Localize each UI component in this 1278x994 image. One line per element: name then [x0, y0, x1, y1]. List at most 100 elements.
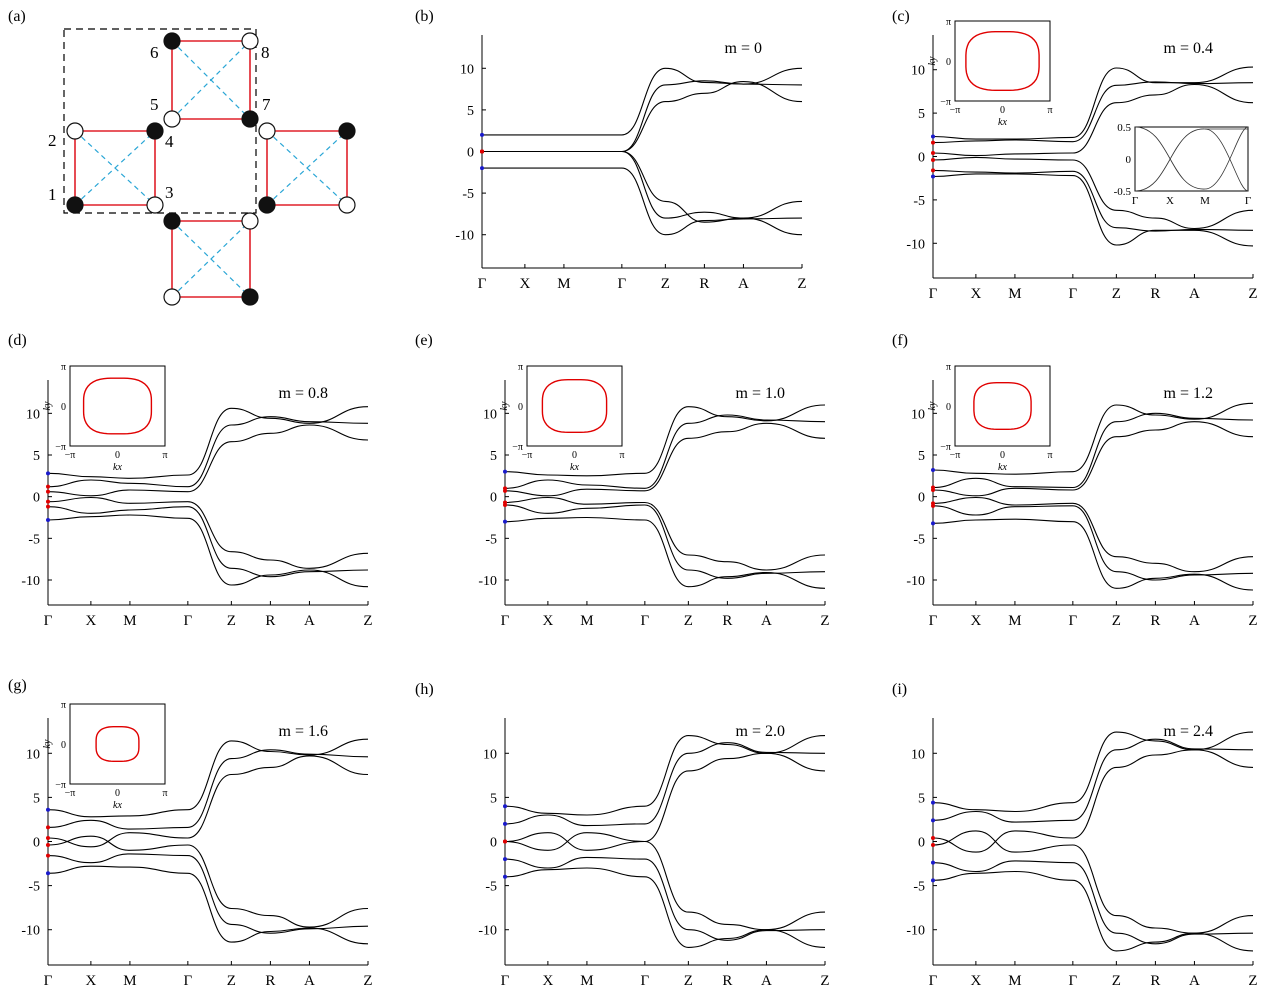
surface-band-inset: Γ X M Γ 0.5 0 -0.5 [1114, 122, 1252, 207]
inset-y-tick-label: 0 [61, 740, 66, 751]
open-site [163, 110, 181, 128]
band-line-1 [504, 404, 826, 477]
open-site [66, 122, 84, 140]
x-tick-label: Γ [44, 973, 53, 989]
open-site [258, 122, 276, 140]
band-line-3 [47, 424, 369, 497]
m-value-label: m = 1.0 [736, 385, 785, 402]
inset-y-label: ky [42, 739, 53, 748]
y-tick-label: 0 [918, 151, 925, 166]
inset-x-tick-label: M [1200, 195, 1210, 207]
inset-frame [526, 365, 623, 447]
nnn-hopping-line [74, 130, 156, 206]
y-tick-label: -5 [913, 880, 925, 895]
band-line-5 [504, 504, 826, 579]
x-tick-label: R [265, 973, 275, 989]
inset-y-tick-label: −π [55, 442, 66, 453]
band-panel-i: (i) 10 5 0 -5 -10 Γ X M Γ Z R A Zm = 2.4 [892, 681, 1258, 989]
band-line-1 [482, 67, 803, 136]
gamma-point-marker [931, 818, 935, 823]
band-line-6 [504, 516, 826, 589]
band-line-5 [932, 169, 1254, 232]
y-tick-label: 0 [490, 836, 497, 851]
inset-y-tick-label: π [946, 17, 951, 28]
band-line-2 [932, 738, 1254, 823]
y-tick-label: 5 [490, 449, 497, 464]
panel-a-lattice: (a) 1 2 3 45 6 7 8 [8, 8, 356, 306]
x-tick-label: R [722, 973, 732, 989]
y-tick-label: -5 [485, 532, 497, 547]
y-tick-label: -10 [21, 574, 40, 589]
y-tick-label: 5 [490, 791, 497, 806]
band-panel-c: (c) 10 5 0 -5 -10 Γ X M Γ Z R A Zm = 0.4 −π 0 π π 0 −π kx ky Γ… [892, 8, 1258, 302]
band-line-1 [932, 731, 1254, 813]
gamma-point-marker [46, 504, 50, 509]
y-tick-label: 0 [33, 836, 40, 851]
band-line-5 [504, 856, 826, 941]
x-tick-label: Z [227, 613, 236, 629]
gamma-point-marker [46, 518, 50, 522]
m-value-label: m = 0.8 [279, 385, 328, 402]
filled-site [163, 212, 181, 230]
x-tick-label: A [761, 613, 772, 629]
filled-site [258, 196, 276, 214]
y-tick-label: 10 [483, 407, 497, 422]
x-tick-label: X [85, 973, 96, 989]
x-tick-label: Γ [184, 973, 193, 989]
x-tick-label: R [1150, 613, 1160, 629]
band-panel-g: (g) 10 5 0 -5 -10 Γ X M Γ Z R A Zm = 1.6 −π 0 π π 0 −π kx ky [8, 677, 373, 989]
filled-site [241, 110, 259, 128]
y-tick-label: 10 [911, 747, 925, 762]
gamma-point-marker [46, 807, 50, 812]
gamma-point-marker [931, 860, 935, 865]
band-line-3 [504, 422, 826, 497]
m-value-label: m = 2.4 [1164, 723, 1213, 740]
y-tick-label: 10 [483, 747, 497, 762]
gamma-point-marker [931, 835, 935, 840]
fermi-contour-line [965, 31, 1040, 91]
gamma-point-marker [931, 140, 935, 145]
inset-x-tick-label: 0 [115, 450, 120, 461]
inset-y-tick-label: −π [940, 97, 951, 108]
inset-x-label: kx [113, 800, 122, 811]
band-line-6 [47, 865, 369, 945]
x-tick-label: Z [1248, 286, 1257, 302]
site-number-1: 1 [48, 185, 57, 204]
x-tick-label: Z [227, 973, 236, 989]
y-tick-label: -5 [913, 532, 925, 547]
inset-x-label: kx [998, 462, 1007, 473]
inset-x-tick-label: π [1047, 105, 1052, 116]
fermi-contour-inset: −π 0 π π 0 −π kx ky [42, 362, 168, 473]
y-tick-label: -10 [906, 237, 925, 252]
band-line-4 [932, 496, 1254, 573]
panel-label: (i) [892, 681, 907, 698]
x-tick-label: A [1189, 613, 1200, 629]
x-tick-label: Γ [1069, 613, 1078, 629]
filled-site [146, 122, 164, 140]
inset-y-label: ky [927, 401, 938, 410]
x-tick-label: M [580, 613, 593, 629]
y-tick-label: 5 [918, 107, 925, 122]
band-line-6 [932, 870, 1254, 952]
gamma-point-marker [931, 168, 935, 173]
inset-x-tick-label: Γ [1245, 195, 1251, 207]
x-tick-label: M [123, 973, 136, 989]
band-line-4 [504, 496, 826, 571]
inset-y-tick-label: −π [940, 442, 951, 453]
x-tick-label: X [970, 613, 981, 629]
x-tick-label: Z [684, 973, 693, 989]
y-tick-label: -10 [906, 924, 925, 939]
band-line-2 [482, 67, 803, 153]
inset-y-tick-label: 0 [946, 402, 951, 413]
inset-x-tick-label: X [1166, 195, 1174, 207]
x-tick-label: Z [1112, 286, 1121, 302]
panel-label: (a) [8, 8, 26, 25]
band-panel-e: (e) 10 5 0 -5 -10 Γ X M Γ Z R A Zm = 1.0 −π 0 π π 0 −π kx ky [415, 332, 830, 629]
band-line-1 [47, 738, 369, 818]
inset-y-tick-label: 0 [1126, 154, 1132, 166]
inset-y-label: ky [927, 56, 938, 65]
unit-cell-box [63, 28, 257, 214]
site-number-6: 6 [150, 43, 159, 62]
x-tick-label: M [580, 973, 593, 989]
gamma-point-marker [46, 853, 50, 858]
